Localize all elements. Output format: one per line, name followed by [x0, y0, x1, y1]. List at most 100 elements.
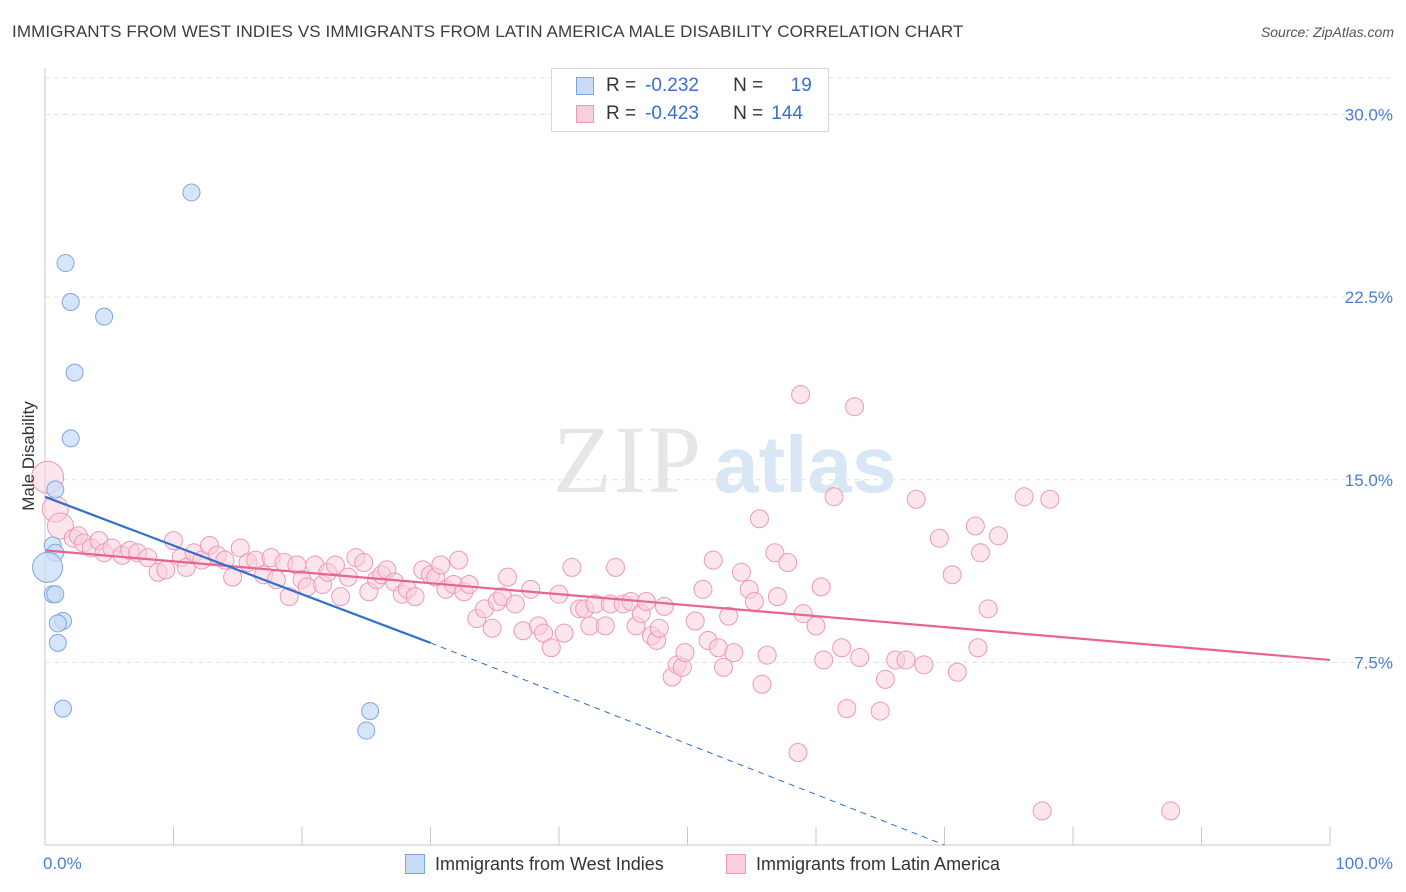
latin-america-point	[814, 650, 834, 670]
latin-america-point	[942, 565, 962, 585]
west-indies-trend-line	[44, 495, 431, 644]
latin-america-point	[929, 528, 949, 548]
latin-america-point	[713, 657, 733, 677]
west-indies-point	[32, 551, 64, 583]
source-label: Source: ZipAtlas.com	[1260, 24, 1394, 40]
latin-america-point	[749, 509, 769, 529]
y-tick-label: 30.0%	[1345, 106, 1393, 125]
y-tick-label: 22.5%	[1345, 288, 1393, 307]
latin-america-point	[459, 574, 479, 594]
latin-america-point	[896, 650, 916, 670]
latin-america-point	[1014, 487, 1034, 507]
west-indies-n-value: 19	[790, 75, 812, 96]
legend-label-west-indies: Immigrants from West Indies	[435, 853, 664, 874]
latin-america-point	[765, 543, 785, 563]
x-tick-label: 100.0%	[1335, 854, 1393, 873]
latin-america-point	[724, 643, 744, 663]
r-label: R =	[606, 103, 637, 124]
y-axis-label: Male Disability	[19, 401, 38, 511]
latin-america-point	[906, 489, 926, 509]
trend-lines	[44, 495, 1331, 846]
latin-america-point	[654, 596, 674, 616]
latin-america-point	[1032, 801, 1052, 821]
west-indies-point	[361, 702, 380, 721]
west-indies-point	[357, 721, 376, 740]
latin-america-point	[230, 538, 250, 558]
latin-america-point	[554, 623, 574, 643]
west-indies-point	[61, 293, 80, 312]
latin-america-point	[978, 599, 998, 619]
chart-title: IMMIGRANTS FROM WEST INDIES VS IMMIGRANT…	[12, 22, 964, 41]
latin-america-point	[767, 587, 787, 607]
latin-america-point	[1161, 801, 1181, 821]
latin-america-point	[156, 560, 176, 580]
legend-item-latin-america: Immigrants from Latin America	[726, 852, 1000, 876]
stats-row-latin-america: R = -0.423 N = 144	[576, 101, 803, 127]
n-label: N =	[733, 103, 764, 124]
latin-america-point	[875, 669, 895, 689]
latin-america-r-value: -0.423	[645, 103, 699, 124]
latin-america-point	[914, 655, 934, 675]
latin-america-point	[693, 579, 713, 599]
latin-america-swatch	[576, 105, 594, 123]
west-indies-r-value: -0.232	[645, 75, 699, 96]
latin-america-point	[947, 662, 967, 682]
latin-america-point	[965, 516, 985, 536]
latin-america-point	[595, 616, 615, 636]
legend-item-west-indies: Immigrants from West Indies	[405, 852, 664, 876]
latin-america-point	[649, 618, 669, 638]
latin-america-point	[968, 638, 988, 658]
latin-america-point	[788, 742, 808, 762]
west-indies-trend-extension	[430, 642, 945, 846]
latin-america-point	[870, 701, 890, 721]
latin-america-point	[832, 638, 852, 658]
latin-america-point	[449, 550, 469, 570]
west-indies-point	[61, 429, 80, 448]
latin-america-point	[845, 397, 865, 417]
latin-america-point	[791, 385, 811, 405]
latin-america-point	[988, 526, 1008, 546]
n-label: N =	[733, 75, 764, 96]
latin-america-point	[731, 562, 751, 582]
legend-swatch-latin-america	[726, 854, 746, 874]
west-indies-point	[48, 614, 67, 633]
y-tick-labels: 7.5% 15.0% 22.5% 30.0%	[1345, 106, 1393, 673]
latin-america-point	[837, 699, 857, 719]
latin-america-point	[354, 553, 374, 573]
latin-america-n-value: 144	[771, 103, 803, 124]
west-indies-point	[182, 183, 201, 202]
latin-america-point	[811, 577, 831, 597]
latin-america-trend-line	[44, 549, 1331, 662]
latin-america-point	[431, 555, 451, 575]
watermark-atlas: atlas	[714, 420, 896, 509]
watermark-zip: ZIP	[553, 406, 703, 513]
y-tick-label: 7.5%	[1354, 653, 1393, 672]
west-indies-point	[46, 585, 65, 604]
latin-america-point	[703, 550, 723, 570]
legend-label-latin-america: Immigrants from Latin America	[756, 853, 1001, 874]
latin-america-point	[719, 606, 739, 626]
latin-america-point	[498, 567, 518, 587]
latin-america-point	[606, 557, 626, 577]
y-tick-label: 15.0%	[1345, 471, 1393, 490]
correlation-stats-box: R = -0.232 N = 19 R = -0.423 N = 144	[551, 68, 829, 132]
latin-america-point	[685, 611, 705, 631]
west-indies-point	[46, 480, 65, 499]
latin-america-point	[482, 618, 502, 638]
west-indies-point	[56, 254, 75, 273]
x-tick-labels: 0.0% 100.0%	[43, 854, 1393, 873]
west-indies-swatch	[576, 77, 594, 95]
latin-america-point	[970, 543, 990, 563]
latin-america-point	[1040, 489, 1060, 509]
latin-america-point	[562, 557, 582, 577]
latin-america-point	[675, 643, 695, 663]
stats-row-west-indies: R = -0.232 N = 19	[576, 73, 819, 99]
latin-america-point	[752, 674, 772, 694]
axes	[44, 68, 1331, 846]
west-indies-point	[65, 363, 84, 382]
latin-america-point	[325, 555, 345, 575]
west-indies-point	[48, 633, 67, 652]
latin-america-point	[405, 587, 425, 607]
legend-swatch-west-indies	[405, 854, 425, 874]
